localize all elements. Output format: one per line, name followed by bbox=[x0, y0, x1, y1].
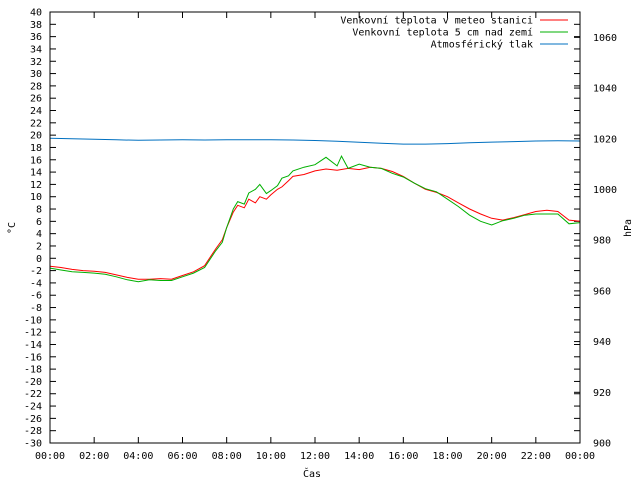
y-tick-label: 28 bbox=[30, 81, 42, 92]
plot-frame bbox=[49, 11, 581, 444]
y-tick-label: -14 bbox=[24, 340, 42, 351]
x-tick-label: 18:00 bbox=[432, 451, 462, 462]
x-axis-label: Čas bbox=[303, 467, 321, 480]
y-tick-label: 22 bbox=[30, 118, 42, 129]
y-tick-label: 40 bbox=[30, 8, 42, 19]
series-lines bbox=[49, 137, 581, 283]
x-axis-ticks: 00:00 02:00 04:00 06:00 08:00 10:00 12:00 14:00… bbox=[35, 12, 595, 462]
y-tick-label: 24 bbox=[30, 106, 42, 117]
y-tick-label: -12 bbox=[24, 328, 42, 339]
y2-tick-label: 1000 bbox=[593, 185, 617, 196]
y-tick-label: 36 bbox=[30, 32, 42, 43]
x-tick-label: 16:00 bbox=[388, 451, 418, 462]
x-tick-label: 14:00 bbox=[344, 451, 374, 462]
y-tick-label: -10 bbox=[24, 315, 42, 326]
x-tick-label: 06:00 bbox=[167, 451, 197, 462]
y-tick-label: 38 bbox=[30, 20, 42, 31]
y-tick-label: 18 bbox=[30, 143, 42, 154]
y-tick-label: -18 bbox=[24, 365, 42, 376]
y-tick-label: 8 bbox=[36, 205, 42, 216]
y-tick-label: 2 bbox=[36, 241, 42, 252]
y2-tick-label: 1060 bbox=[593, 33, 617, 44]
x-tick-label: 12:00 bbox=[300, 451, 330, 462]
y-tick-label: -2 bbox=[30, 266, 42, 277]
y-tick-label: 26 bbox=[30, 94, 42, 105]
y-tick-label: 0 bbox=[36, 254, 42, 265]
y2-tick-label: 940 bbox=[593, 337, 611, 348]
series-line-1 bbox=[49, 154, 581, 283]
y2-tick-label: 920 bbox=[593, 388, 611, 399]
y-tick-label: -26 bbox=[24, 414, 42, 425]
y-tick-label: -24 bbox=[24, 402, 42, 413]
left-axis-ticks: -30-28-26-24-22-20-18-16-14-12-10-8-6-4-… bbox=[24, 8, 580, 450]
y-tick-label: 20 bbox=[30, 131, 42, 142]
right-axis-ticks: 900 920 940 960 980 1000 1020 1040 1060 bbox=[574, 33, 617, 450]
y-tick-label: 14 bbox=[30, 168, 42, 179]
y-tick-label: -8 bbox=[30, 303, 42, 314]
y-tick-label: -30 bbox=[24, 439, 42, 450]
legend: Venkovní teplota v meteo staniciVenkovní… bbox=[340, 15, 568, 51]
y-tick-label: 12 bbox=[30, 180, 42, 191]
y-tick-label: 10 bbox=[30, 192, 42, 203]
y2-tick-label: 980 bbox=[593, 236, 611, 247]
legend-label-2: Atmosférický tlak bbox=[431, 39, 533, 51]
x-tick-label: 08:00 bbox=[212, 451, 242, 462]
y-tick-label: 6 bbox=[36, 217, 42, 228]
legend-label-1: Venkovní teplota 5 cm nad zemí bbox=[352, 27, 533, 39]
y-tick-label: 32 bbox=[30, 57, 42, 68]
x-tick-label: 00:00 bbox=[35, 451, 65, 462]
y-tick-label: 16 bbox=[30, 155, 42, 166]
series-line-0 bbox=[49, 166, 581, 280]
x-tick-label: 10:00 bbox=[256, 451, 286, 462]
x-tick-label: 02:00 bbox=[79, 451, 109, 462]
y-tick-label: 34 bbox=[30, 44, 42, 55]
y2-tick-label: 1020 bbox=[593, 134, 617, 145]
y-axis-label: °C bbox=[7, 222, 18, 234]
x-tick-label: 20:00 bbox=[477, 451, 507, 462]
series-line-2 bbox=[49, 137, 581, 145]
legend-label-0: Venkovní teplota v meteo stanici bbox=[340, 15, 533, 27]
y2-tick-label: 1040 bbox=[593, 84, 617, 95]
x-tick-label: 22:00 bbox=[521, 451, 551, 462]
y-tick-label: 30 bbox=[30, 69, 42, 80]
y-tick-label: -6 bbox=[30, 291, 42, 302]
y-tick-label: -4 bbox=[30, 278, 42, 289]
y2-tick-label: 960 bbox=[593, 286, 611, 297]
y-tick-label: -28 bbox=[24, 426, 42, 437]
x-tick-label: 04:00 bbox=[123, 451, 153, 462]
y2-axis-label: hPa bbox=[623, 219, 634, 237]
y-tick-label: -20 bbox=[24, 377, 42, 388]
y-tick-label: -16 bbox=[24, 352, 42, 363]
y-tick-label: -22 bbox=[24, 389, 42, 400]
x-tick-label: 00:00 bbox=[565, 451, 595, 462]
y2-tick-label: 900 bbox=[593, 439, 611, 450]
y-tick-label: 4 bbox=[36, 229, 42, 240]
